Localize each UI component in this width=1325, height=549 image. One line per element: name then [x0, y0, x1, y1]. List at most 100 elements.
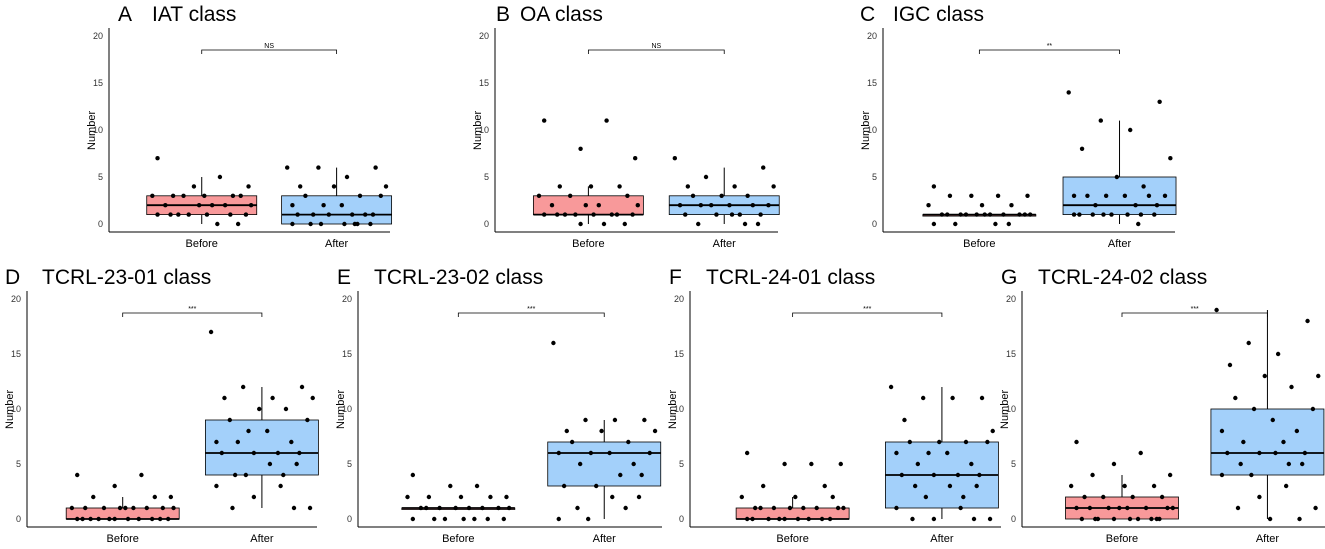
y-tick-label: 15 — [11, 349, 21, 359]
data-point — [461, 516, 466, 522]
x-tick-label: After — [1108, 238, 1132, 250]
data-point — [1273, 450, 1278, 456]
data-point — [830, 494, 835, 500]
chart-title: TCRL-23-02 class — [374, 266, 544, 289]
data-point — [1136, 221, 1141, 227]
data-point — [295, 212, 300, 217]
data-point — [963, 212, 969, 217]
data-point — [647, 450, 652, 456]
data-point — [1074, 505, 1079, 511]
chart-plot: 0 5 10 15 20 Before After *** — [11, 291, 319, 545]
data-point — [588, 450, 594, 456]
data-point — [947, 193, 953, 198]
data-point — [281, 472, 286, 478]
data-point — [583, 203, 588, 208]
data-point — [1267, 516, 1273, 522]
y-tick-label: 10 — [11, 404, 21, 414]
data-point — [326, 212, 332, 217]
data-point — [448, 483, 453, 489]
data-point — [642, 417, 647, 423]
data-point — [75, 516, 80, 522]
data-point — [604, 118, 609, 123]
data-point — [496, 505, 501, 511]
data-point — [1251, 406, 1257, 412]
data-point — [160, 505, 166, 511]
data-point — [612, 417, 618, 423]
data-point — [690, 193, 696, 198]
data-point — [541, 212, 547, 217]
chart-panel-a: A IAT class Number 0 5 10 15 20 Before After NS — [0, 0, 394, 254]
y-tick-label: 20 — [93, 31, 103, 41]
chart-title: TCRL-24-01 class — [706, 266, 876, 289]
y-tick-label: 15 — [342, 349, 352, 359]
data-point — [963, 439, 969, 445]
data-point — [1302, 450, 1308, 456]
data-point — [294, 461, 299, 467]
data-point — [163, 203, 168, 208]
data-point — [232, 472, 238, 478]
data-point — [609, 212, 614, 217]
panel-letter: G — [1001, 266, 1018, 289]
data-point — [1167, 472, 1173, 478]
data-point — [344, 174, 350, 180]
data-point — [931, 516, 937, 522]
data-point — [569, 439, 575, 445]
data-point — [795, 516, 801, 522]
data-point — [990, 428, 995, 434]
data-point — [217, 174, 223, 180]
data-point — [771, 184, 776, 189]
data-point — [995, 193, 1001, 198]
chart-title: TCRL-23-01 class — [42, 266, 212, 289]
data-point — [1001, 212, 1006, 217]
data-point — [806, 516, 811, 522]
data-point — [1159, 494, 1165, 500]
data-point — [202, 193, 207, 198]
data-point — [607, 450, 612, 456]
data-point — [979, 203, 985, 208]
data-point — [931, 221, 937, 227]
data-point — [910, 516, 915, 522]
data-point — [1006, 221, 1011, 227]
y-tick-label: 5 — [872, 172, 877, 182]
chart-panel-e: E TCRL-23-02 class Number 0 5 10 15 20 Before Aft… — [332, 263, 666, 549]
y-tick-label: 10 — [479, 125, 489, 135]
data-point — [290, 203, 295, 208]
data-point — [709, 203, 714, 208]
data-point — [1162, 193, 1168, 198]
data-point — [352, 221, 358, 227]
data-point — [564, 428, 569, 434]
data-point — [270, 395, 275, 401]
data-point — [243, 472, 249, 478]
data-point — [285, 165, 290, 170]
data-point — [75, 472, 80, 478]
data-point — [594, 483, 599, 489]
data-point — [466, 505, 472, 511]
data-point — [771, 505, 777, 511]
data-point — [96, 516, 101, 522]
data-point — [1270, 417, 1275, 423]
data-point — [112, 483, 117, 489]
data-point — [442, 516, 448, 522]
data-point — [578, 221, 583, 227]
data-point — [80, 516, 85, 522]
data-point — [732, 184, 737, 189]
data-point — [204, 212, 210, 217]
data-point — [809, 461, 814, 467]
data-point — [290, 221, 295, 227]
data-point — [227, 417, 232, 423]
data-point — [1106, 505, 1111, 511]
data-point — [1085, 193, 1090, 198]
data-point — [1111, 461, 1117, 467]
data-point — [251, 494, 257, 500]
panel-letter: F — [669, 266, 682, 289]
data-point — [554, 212, 560, 217]
chart-panel-b: B OA class Number 0 5 10 15 20 Before After NS — [400, 0, 782, 254]
data-point — [793, 494, 798, 500]
data-point — [617, 184, 622, 189]
y-tick-label: 0 — [872, 219, 877, 229]
data-point — [1025, 193, 1030, 198]
data-point — [1130, 494, 1135, 500]
data-point — [155, 156, 160, 161]
data-point — [622, 221, 627, 227]
data-point — [575, 505, 580, 511]
